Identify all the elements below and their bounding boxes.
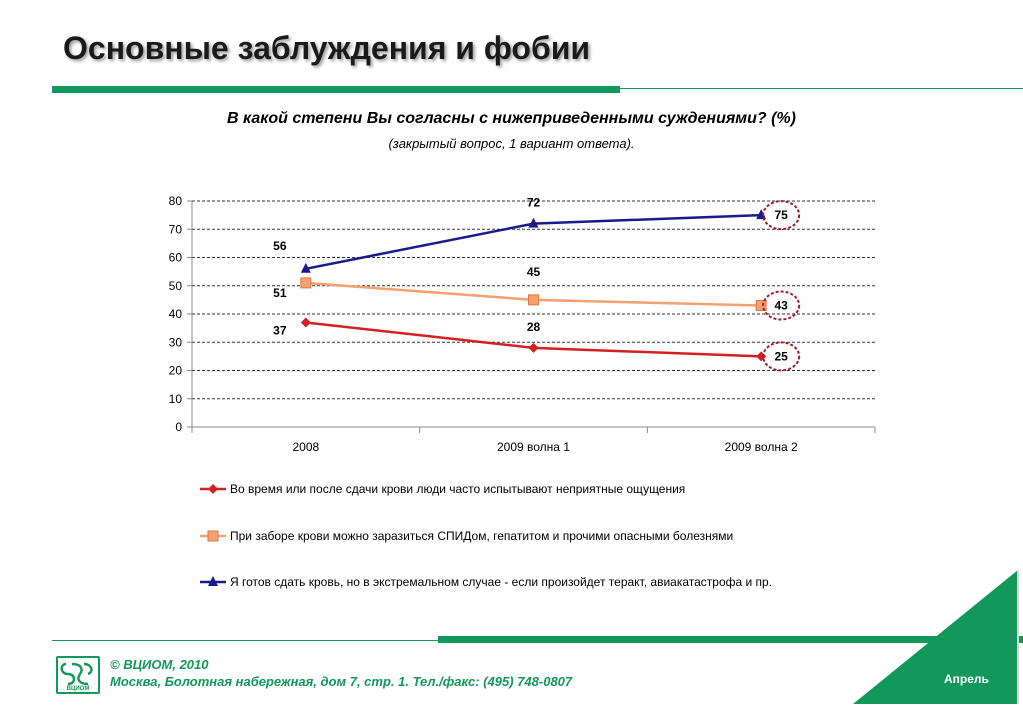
series-1: 37 28 25: [273, 317, 801, 372]
chart-note: (закрытый вопрос, 1 вариант ответа).: [388, 136, 635, 151]
data-label: 72: [527, 196, 541, 210]
chart-axes: 0 10 20 30 40 50 60 70 80 2008 2009 волна 1 2009 во…: [169, 194, 876, 454]
series-2: 51 45 43: [273, 265, 801, 321]
data-point: [208, 484, 218, 494]
footer-address: Москва, Болотная набережная, дом 7, стр.…: [110, 674, 573, 689]
data-point: [300, 317, 311, 328]
data-point: [300, 262, 311, 273]
header-divider: [620, 88, 1023, 89]
chart-grid: [192, 200, 875, 400]
data-point: [528, 294, 539, 306]
x-tick-label: 2009 волна 1: [497, 440, 570, 454]
data-point: [207, 530, 219, 542]
highlight-circle: [762, 290, 801, 321]
y-tick-label: 30: [169, 335, 183, 349]
vciom-logo: ВЦИОМ: [56, 656, 100, 694]
series-3: 56 72 75: [273, 196, 801, 273]
chart-question: В какой степени Вы согласны с нижепривед…: [227, 110, 796, 127]
data-label: 37: [273, 323, 287, 337]
legend-label: Во время или после сдачи крови люди част…: [230, 482, 685, 496]
data-label: 75: [774, 208, 788, 222]
footer-copyright: © ВЦИОМ, 2010: [110, 657, 209, 672]
legend-label: Я готов сдать кровь, но в экстремальном …: [230, 575, 772, 589]
data-point: [528, 217, 539, 228]
y-tick-label: 60: [169, 251, 183, 265]
y-tick-label: 80: [169, 194, 183, 208]
data-point: [208, 576, 218, 586]
line-chart: 0 10 20 30 40 50 60 70 80 2008 2009 волна 1 2009 во…: [169, 194, 876, 589]
y-tick-label: 20: [169, 364, 183, 378]
x-tick-label: 2009 волна 2: [725, 440, 798, 454]
chart-series: 37 28 25 51 45 43 56 72 75: [273, 196, 801, 372]
data-label: 45: [527, 265, 541, 279]
data-label: 25: [774, 349, 788, 363]
y-tick-label: 10: [169, 392, 183, 406]
data-point: [756, 209, 767, 220]
x-tick-label: 2008: [292, 440, 319, 454]
y-tick-label: 50: [169, 279, 183, 293]
legend-item: Во время или после сдачи крови люди част…: [200, 482, 685, 496]
data-point: [755, 300, 767, 312]
chart-legend: Во время или после сдачи крови люди част…: [200, 482, 772, 589]
y-tick-label: 0: [175, 420, 182, 434]
highlight-circle: [762, 200, 801, 231]
data-label: 56: [273, 239, 287, 253]
legend-item: Я готов сдать кровь, но в экстремальном …: [200, 575, 772, 589]
footer-accent-bar: [438, 636, 1023, 643]
data-label: 51: [273, 286, 287, 300]
legend-item: При заборе крови можно заразиться СПИДом…: [200, 529, 733, 543]
highlight-circle: [762, 341, 801, 372]
header-accent-bar: [52, 86, 620, 93]
footer-divider: [52, 640, 438, 641]
data-point: [528, 342, 539, 353]
data-point: [300, 277, 312, 289]
data-label: 28: [527, 320, 541, 334]
legend-label: При заборе крови можно заразиться СПИДом…: [230, 529, 733, 543]
y-tick-label: 70: [169, 222, 183, 236]
y-tick-label: 40: [169, 307, 183, 321]
footer-month: Апрель: [944, 672, 989, 686]
data-label: 43: [774, 299, 788, 313]
svg-text:ВЦИОМ: ВЦИОМ: [67, 686, 90, 692]
page-title: Основные заблуждения и фобии: [63, 30, 591, 66]
